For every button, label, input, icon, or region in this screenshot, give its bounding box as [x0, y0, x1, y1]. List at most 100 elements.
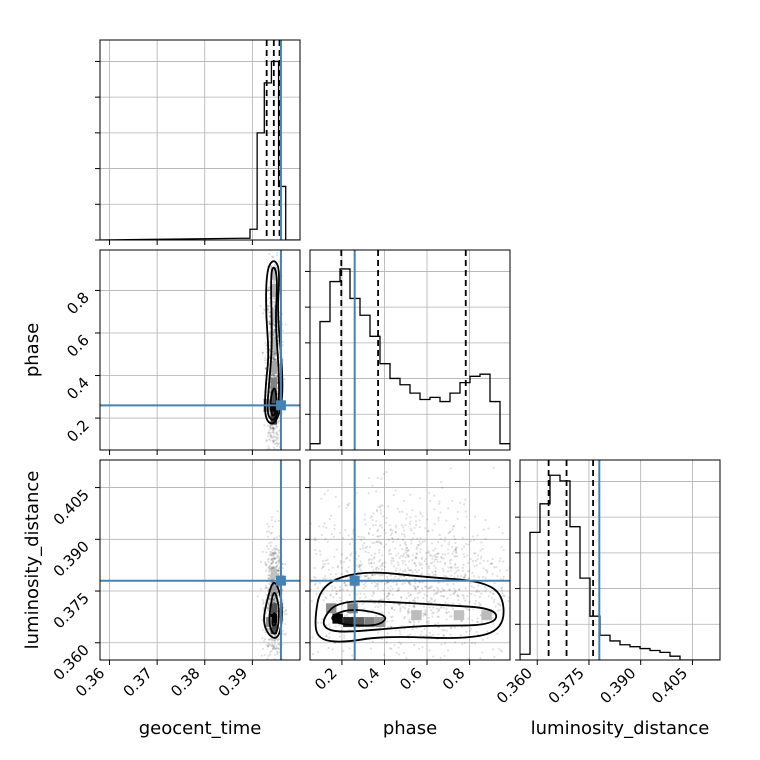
sample-point [434, 555, 437, 558]
sample-point [453, 587, 456, 591]
sample-point [389, 533, 393, 537]
sample-point [395, 526, 398, 529]
sample-point [272, 498, 274, 500]
sample-point [303, 605, 305, 607]
sample-point [351, 537, 354, 540]
sample-point [276, 591, 279, 594]
density-cell [375, 617, 386, 628]
sample-point [422, 612, 425, 615]
sample-point [290, 576, 292, 578]
sample-point [265, 544, 269, 548]
sample-point [399, 568, 402, 571]
sample-point [456, 575, 460, 578]
sample-point [402, 499, 406, 502]
sample-point [409, 527, 412, 530]
sample-point [429, 554, 432, 557]
sample-point [478, 595, 481, 599]
sample-point [363, 518, 366, 521]
sample-point [437, 615, 440, 618]
sample-point [276, 438, 279, 441]
sample-point [274, 353, 277, 356]
sample-point [427, 566, 431, 570]
sample-point [407, 591, 410, 595]
sample-point [277, 572, 281, 575]
sample-point [268, 598, 271, 602]
sample-point [277, 642, 280, 646]
sample-point [368, 558, 371, 561]
sample-point [275, 358, 278, 361]
sample-point [378, 540, 381, 543]
sample-point [404, 568, 407, 571]
sample-point [270, 554, 273, 557]
sample-point [269, 434, 272, 437]
sample-point [429, 635, 432, 638]
sample-point [456, 594, 459, 598]
sample-point [440, 594, 443, 598]
sample-point [390, 607, 394, 610]
sample-point [385, 679, 387, 681]
sample-point [367, 577, 370, 580]
sample-point [360, 538, 363, 541]
sample-point [269, 265, 273, 268]
sample-point [272, 353, 275, 357]
sample-point [389, 585, 392, 588]
sample-point [271, 645, 275, 648]
sample-point [385, 596, 388, 599]
sample-point [393, 644, 396, 647]
sample-point [415, 571, 419, 574]
sample-point [434, 547, 437, 550]
y-tick-label: 0.8 [63, 289, 93, 319]
sample-point [464, 587, 467, 590]
contour-line [271, 612, 277, 627]
sample-point [380, 638, 384, 641]
sample-point [444, 575, 448, 578]
sample-point [387, 587, 390, 590]
sample-point [427, 550, 430, 553]
sample-point [427, 565, 430, 568]
sample-point [461, 566, 465, 569]
sample-point [273, 352, 276, 355]
sample-point [324, 596, 327, 599]
sample-point [452, 525, 455, 528]
sample-point [417, 647, 421, 650]
sample-point [373, 556, 376, 559]
sample-point [453, 548, 457, 551]
sample-point [326, 558, 329, 561]
sample-point [480, 620, 484, 623]
sample-point [498, 609, 502, 612]
sample-point [439, 709, 441, 711]
sample-point [408, 633, 412, 636]
sample-point [264, 341, 267, 345]
sample-point [425, 634, 428, 637]
sample-point [449, 615, 452, 618]
sample-point [428, 600, 431, 603]
sample-point [427, 551, 430, 554]
sample-point [467, 543, 470, 546]
sample-point [271, 553, 274, 556]
sample-point [379, 504, 383, 507]
sample-point [474, 552, 477, 555]
sample-point [270, 373, 274, 376]
sample-point [391, 615, 394, 618]
sample-point [386, 632, 389, 635]
sample-point [364, 575, 368, 578]
sample-point [330, 585, 334, 588]
sample-point [270, 669, 272, 671]
sample-point [472, 586, 475, 589]
x-axis-title-luminosity_distance: luminosity_distance [531, 718, 710, 739]
sample-point [277, 341, 280, 344]
sample-point [443, 654, 446, 658]
sample-point [242, 543, 244, 545]
sample-point [275, 663, 277, 665]
sample-point [270, 650, 273, 653]
sample-point [461, 569, 465, 573]
hist-panel-frame [519, 459, 721, 661]
sample-point [420, 567, 424, 570]
sample-point [499, 604, 502, 607]
sample-point [343, 636, 346, 639]
sample-point [397, 587, 400, 590]
sample-point [313, 548, 317, 551]
sample-point [460, 547, 464, 551]
sample-point [450, 545, 454, 549]
sample-point [275, 478, 277, 480]
